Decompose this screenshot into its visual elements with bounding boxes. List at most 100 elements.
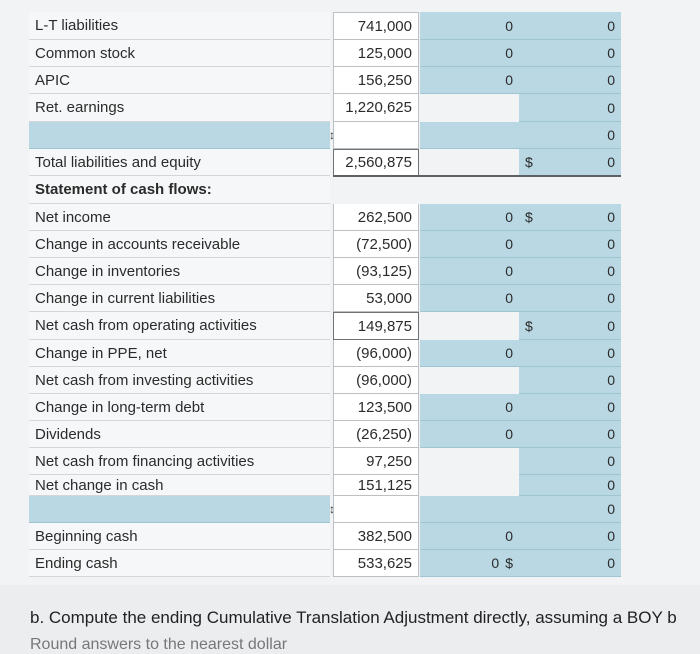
rate-value: 0	[505, 290, 513, 306]
table-row: Net change in cash 151,125 0	[0, 475, 700, 496]
rate-input-cell	[420, 312, 519, 340]
rate-input-cell[interactable]: 0	[420, 285, 519, 312]
translated-input-cell[interactable]: 0	[519, 285, 621, 312]
rate-input-cell[interactable]: 0	[420, 67, 519, 94]
translated-value: 0	[607, 345, 615, 361]
translated-value: 0	[607, 555, 615, 571]
rate-input-cell[interactable]: 0	[420, 204, 519, 231]
row-label: Beginning cash	[29, 523, 330, 550]
rate-input-cell	[420, 448, 519, 475]
rate-input-cell[interactable]: 0	[420, 40, 519, 67]
row-label: L-T liabilities	[29, 12, 330, 40]
amount-cell: 97,250	[333, 448, 419, 475]
translated-input-cell[interactable]: 0	[519, 258, 621, 285]
translated-value: 0	[607, 263, 615, 279]
translated-input-cell[interactable]: $0	[519, 149, 621, 176]
translated-input-cell[interactable]: 0	[519, 394, 621, 421]
rate-input-cell[interactable]: 0	[420, 394, 519, 421]
translated-input-cell[interactable]: 0	[519, 475, 621, 496]
rate-input-cell[interactable]: 0	[420, 421, 519, 448]
rate-value: 0	[505, 399, 513, 415]
rate-input-cell[interactable]: 0	[420, 231, 519, 258]
translated-value: 0	[607, 477, 615, 493]
rate-input-cell[interactable]: 0	[420, 12, 519, 40]
amount-cell: 123,500	[333, 394, 419, 421]
dollar-sign: $	[505, 555, 513, 571]
rate-input-cell	[420, 367, 519, 394]
translated-input-cell[interactable]: $0	[519, 312, 621, 340]
rate-value: 0	[505, 45, 513, 61]
translated-input-cell[interactable]: 0	[519, 40, 621, 67]
dollar-sign: $	[525, 317, 533, 334]
translated-value: 0	[607, 372, 615, 388]
translated-input-cell[interactable]: 0	[519, 421, 621, 448]
rate-input-cell[interactable]: 0	[420, 523, 519, 550]
rate-input-cell[interactable]: 0	[420, 340, 519, 367]
row-label-text: Beginning cash	[35, 527, 138, 545]
translated-input-cell[interactable]: 0	[519, 523, 621, 550]
row-selector-dropdown[interactable]: ↕	[329, 128, 335, 142]
rate-value: 0	[505, 345, 513, 361]
translated-value: 0	[607, 453, 615, 469]
question-text: b. Compute the ending Cumulative Transla…	[30, 608, 677, 627]
row-label: Net income	[29, 204, 330, 231]
row-label: Net cash from investing activities	[29, 367, 330, 394]
rate-value: 0	[505, 72, 513, 88]
translated-input-cell[interactable]: 0	[519, 122, 621, 149]
amount-cell: 382,500	[333, 523, 419, 550]
translated-input-cell[interactable]: 0	[519, 496, 621, 523]
table-row: Net cash from investing activities (96,00…	[0, 367, 700, 394]
rate-input-cell[interactable]: 0	[420, 258, 519, 285]
rate-input-cell[interactable]	[420, 122, 519, 149]
translated-input-cell[interactable]: 0	[519, 94, 621, 122]
row-label-text: Total liabilities and equity	[35, 153, 201, 171]
rate-value: 0	[505, 236, 513, 252]
translated-value: 0	[607, 426, 615, 442]
translated-input-cell[interactable]: 0	[519, 231, 621, 258]
translated-input-cell[interactable]: 0	[519, 12, 621, 40]
translated-value: 0	[607, 290, 615, 306]
amount-cell: 741,000	[333, 12, 419, 40]
row-label: Ret. earnings	[29, 94, 330, 122]
row-label-text: Ending cash	[35, 554, 118, 572]
amount-cell: 262,500	[333, 204, 419, 231]
translated-value: 0	[607, 501, 615, 517]
table-row: APIC 156,250 0 0	[0, 67, 700, 94]
rate-input-cell	[420, 149, 519, 176]
translated-value: 0	[607, 209, 615, 225]
table-row: Change in PPE, net (96,000) 0 0	[0, 340, 700, 367]
rate-input-cell	[420, 94, 519, 122]
translated-input-cell[interactable]: $0	[519, 204, 621, 231]
row-label: ↕	[29, 122, 335, 149]
row-label-text: Change in inventories	[35, 262, 181, 280]
translated-input-cell[interactable]: 0	[519, 448, 621, 475]
row-label: Net cash from financing activities	[29, 448, 330, 475]
amount-cell: (96,000)	[333, 367, 419, 394]
translated-input-cell[interactable]: 0	[519, 340, 621, 367]
dollar-sign: $	[525, 209, 533, 225]
table-row: Ret. earnings 1,220,625 0	[0, 94, 700, 122]
amount-cell	[333, 496, 419, 523]
dollar-sign: $	[525, 154, 533, 170]
translated-input-cell[interactable]: 0	[519, 67, 621, 94]
row-label: Change in PPE, net	[29, 340, 330, 367]
rate-value: 0	[505, 528, 513, 544]
table-row: Dividends (26,250) 0 0	[0, 421, 700, 448]
table-row: Change in current liabilities 53,000 0 0	[0, 285, 700, 312]
amount-cell: 2,560,875	[333, 149, 419, 176]
row-label: Change in current liabilities	[29, 285, 330, 312]
translated-value: 0	[607, 399, 615, 415]
amount-cell: (72,500)	[333, 231, 419, 258]
translated-input-cell[interactable]: 0	[519, 550, 621, 577]
amount-cell: (26,250)	[333, 421, 419, 448]
translated-value: 0	[607, 99, 615, 116]
rate-value: 0	[505, 209, 513, 225]
rate-input-cell[interactable]: 0 $	[420, 550, 519, 577]
rate-input-cell[interactable]	[420, 496, 519, 523]
translated-input-cell[interactable]: 0	[519, 367, 621, 394]
table-row: Net income 262,500 0 $0	[0, 204, 700, 231]
translated-value: 0	[607, 154, 615, 170]
table-row: ↕ 0	[0, 122, 700, 149]
row-selector-dropdown[interactable]: ↕	[329, 502, 335, 516]
amount-cell: 156,250	[333, 67, 419, 94]
